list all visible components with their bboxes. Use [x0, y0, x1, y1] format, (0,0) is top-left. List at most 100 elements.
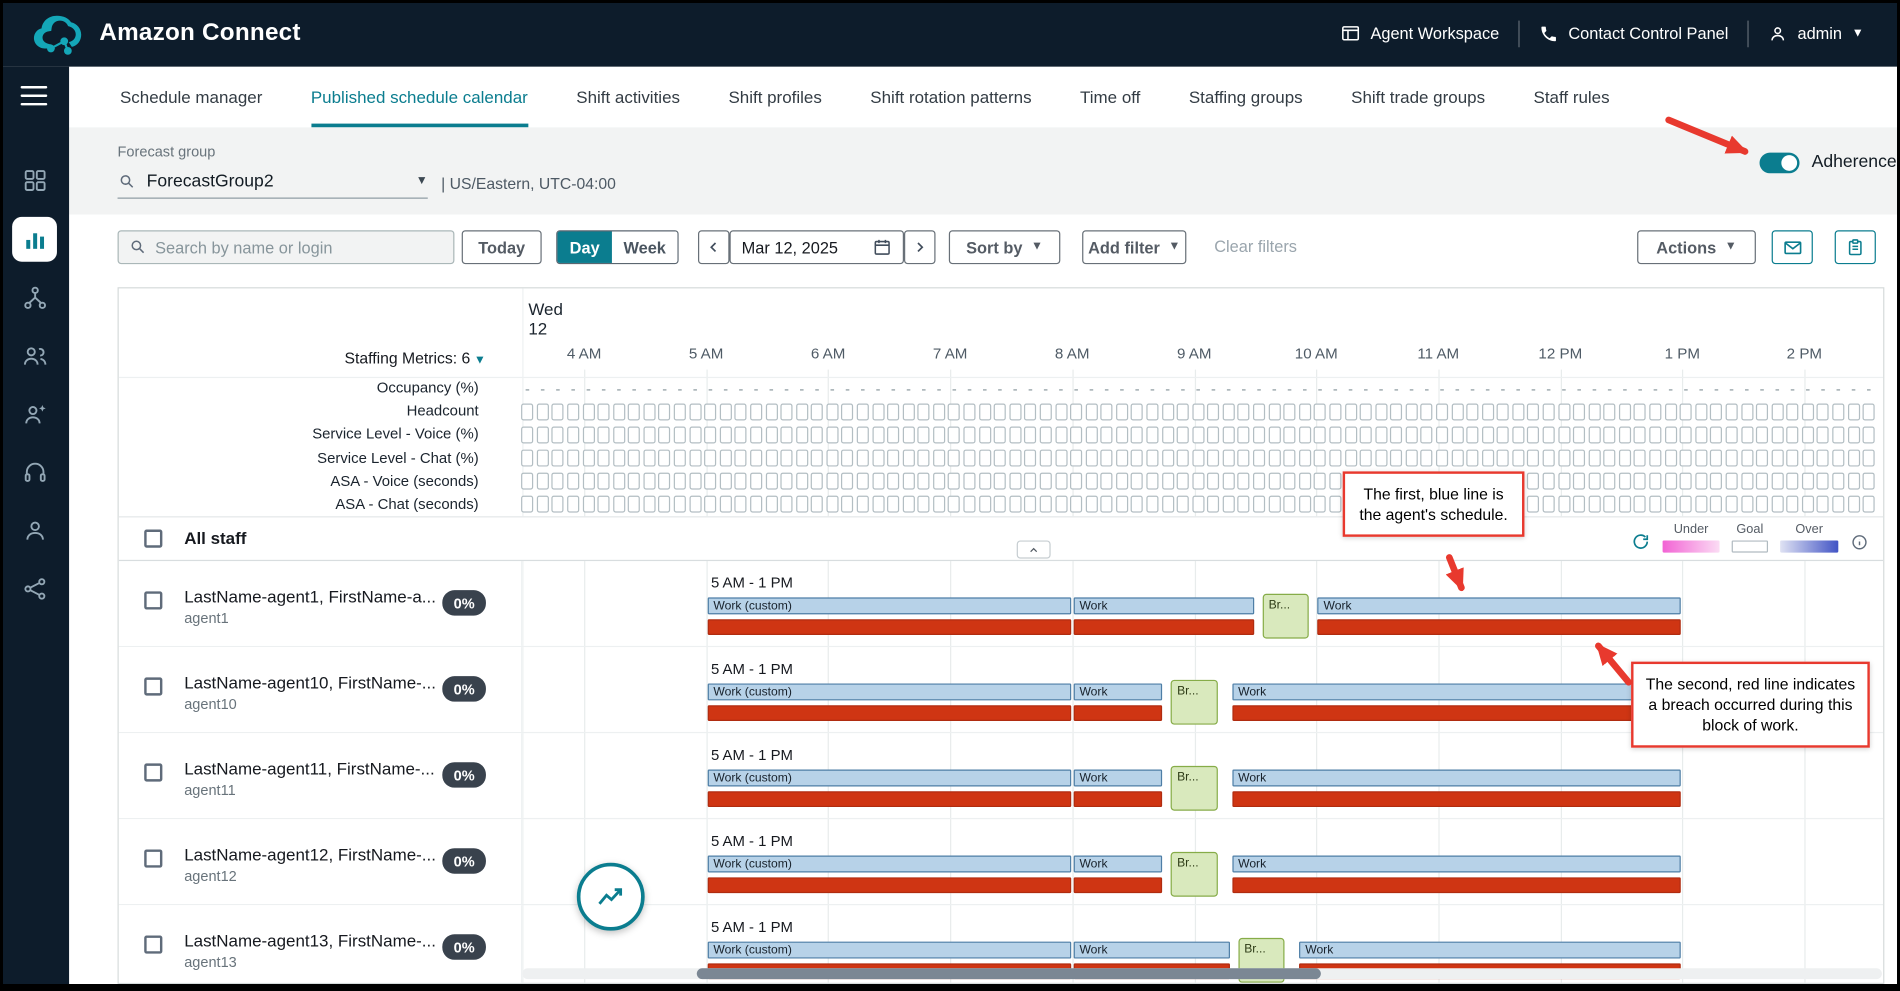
- metric-dash: -: [921, 381, 926, 396]
- schedule-work-bar[interactable]: Work: [1299, 942, 1681, 959]
- metric-input-box: [1573, 426, 1585, 443]
- today-button[interactable]: Today: [462, 230, 542, 264]
- metric-input-box: [659, 473, 671, 490]
- agent-info-cell: LastName-agent12, FirstName-...agent120%: [119, 819, 523, 904]
- tab-published-schedule-calendar[interactable]: Published schedule calendar: [311, 67, 528, 128]
- agent-checkbox[interactable]: [144, 763, 162, 781]
- sidebar-apps-grid-icon[interactable]: [12, 158, 57, 203]
- agent-workspace-link[interactable]: Agent Workspace: [1321, 23, 1519, 44]
- tab-staffing-groups[interactable]: Staffing groups: [1189, 67, 1303, 128]
- sidebar-customer-profiles-icon[interactable]: [12, 508, 57, 553]
- staffing-metrics-dropdown[interactable]: Staffing Metrics: 6▼: [119, 349, 486, 367]
- date-picker[interactable]: Mar 12, 2025: [730, 230, 904, 264]
- metrics-float-button[interactable]: [577, 863, 645, 931]
- messages-button[interactable]: [1772, 230, 1813, 264]
- tab-staff-rules[interactable]: Staff rules: [1534, 67, 1610, 128]
- copy-schedule-button[interactable]: [1835, 230, 1876, 264]
- add-filter-dropdown[interactable]: Add filter▼: [1082, 230, 1186, 264]
- sidebar-integrations-icon[interactable]: [12, 566, 57, 611]
- agent-checkbox[interactable]: [144, 591, 162, 609]
- agent-name: LastName-agent13, FirstName-...: [184, 931, 436, 950]
- schedule-work-bar[interactable]: Work: [1073, 683, 1162, 700]
- agent-checkbox[interactable]: [144, 849, 162, 867]
- sidebar-headset-icon[interactable]: [12, 450, 57, 495]
- metric-input-box: [1649, 403, 1661, 420]
- metric-cell: [1221, 403, 1236, 420]
- menu-icon[interactable]: [21, 86, 48, 105]
- break-block[interactable]: Br...: [1263, 594, 1309, 639]
- metric-input-box: [963, 426, 975, 443]
- next-day-button[interactable]: [904, 230, 936, 264]
- agent-search-input[interactable]: [118, 230, 455, 264]
- week-button[interactable]: Week: [612, 231, 677, 263]
- tab-schedule-manager[interactable]: Schedule manager: [120, 67, 262, 128]
- schedule-work-bar[interactable]: Work: [1073, 942, 1229, 959]
- all-staff-checkbox[interactable]: [144, 530, 162, 548]
- metric-input-box: [613, 426, 625, 443]
- metric-input-box: [1558, 426, 1570, 443]
- tab-shift-trade-groups[interactable]: Shift trade groups: [1351, 67, 1485, 128]
- info-icon[interactable]: [1850, 533, 1868, 551]
- schedule-work-bar[interactable]: Work: [1232, 769, 1681, 786]
- sidebar-flows-icon[interactable]: [12, 275, 57, 320]
- schedule-work-bar[interactable]: Work: [1073, 856, 1162, 873]
- schedule-work-bar[interactable]: Work: [1317, 597, 1681, 614]
- metric-input-box: [963, 403, 975, 420]
- schedule-work-bar[interactable]: Work: [1073, 597, 1254, 614]
- metric-input-box: [1665, 450, 1677, 467]
- metric-input-box: [1024, 450, 1036, 467]
- metric-cell: [825, 473, 840, 490]
- agent-checkbox[interactable]: [144, 677, 162, 695]
- collapse-metrics-button[interactable]: [1017, 540, 1051, 558]
- break-block[interactable]: Br...: [1171, 680, 1217, 725]
- break-block[interactable]: Br...: [1171, 766, 1217, 811]
- horizontal-scrollbar[interactable]: [522, 968, 1882, 979]
- refresh-icon[interactable]: [1631, 531, 1650, 550]
- schedule-work-bar[interactable]: Work (custom): [707, 683, 1071, 700]
- schedule-work-bar[interactable]: Work: [1232, 683, 1681, 700]
- metric-cell: [809, 426, 824, 443]
- metric-cell: [1815, 426, 1830, 443]
- contact-control-panel-link[interactable]: Contact Control Panel: [1520, 24, 1748, 43]
- metric-cell: [535, 450, 550, 467]
- break-block[interactable]: Br...: [1171, 852, 1217, 897]
- metric-input-box: [1329, 473, 1341, 490]
- agent-checkbox[interactable]: [144, 936, 162, 954]
- schedule-work-bar[interactable]: Work: [1232, 856, 1681, 873]
- clear-filters-link[interactable]: Clear filters: [1214, 230, 1297, 264]
- sidebar-agent-evaluation-icon[interactable]: [12, 391, 57, 436]
- forecast-group-select[interactable]: ForecastGroup2 ▼: [118, 165, 428, 199]
- metric-cell: -: [962, 381, 977, 396]
- metric-cell: [977, 473, 992, 490]
- metric-cell: [870, 450, 885, 467]
- tab-shift-profiles[interactable]: Shift profiles: [728, 67, 821, 128]
- previous-day-button[interactable]: [698, 230, 730, 264]
- metric-cell: [1236, 473, 1251, 490]
- hour-label: 10 AM: [1295, 345, 1338, 362]
- tab-shift-activities[interactable]: Shift activities: [576, 67, 680, 128]
- sidebar-users-icon[interactable]: [12, 333, 57, 378]
- chevron-up-icon: [1026, 543, 1041, 555]
- adherence-toggle[interactable]: [1760, 153, 1800, 174]
- schedule-work-bar[interactable]: Work (custom): [707, 856, 1071, 873]
- scrollbar-thumb[interactable]: [697, 968, 1321, 979]
- metric-cell: [764, 403, 779, 420]
- metric-cell: [794, 473, 809, 490]
- metric-cell: -: [581, 381, 596, 396]
- sidebar-analytics-icon[interactable]: [12, 217, 57, 262]
- actions-dropdown[interactable]: Actions▼: [1637, 230, 1756, 264]
- tab-time-off[interactable]: Time off: [1080, 67, 1140, 128]
- metric-cell: [1541, 496, 1556, 513]
- schedule-work-bar[interactable]: Work (custom): [707, 942, 1071, 959]
- tab-shift-rotation-patterns[interactable]: Shift rotation patterns: [870, 67, 1031, 128]
- metric-cell: -: [1511, 381, 1526, 396]
- metric-cell: [1206, 403, 1221, 420]
- user-menu[interactable]: admin ▼: [1749, 24, 1883, 43]
- schedule-work-bar[interactable]: Work (custom): [707, 597, 1071, 614]
- schedule-work-bar[interactable]: Work (custom): [707, 769, 1071, 786]
- metric-cell: [1831, 496, 1846, 513]
- schedule-work-bar[interactable]: Work: [1073, 769, 1162, 786]
- day-button[interactable]: Day: [557, 231, 612, 263]
- adherence-breach-bar: [707, 791, 1071, 807]
- sort-by-dropdown[interactable]: Sort by▼: [949, 230, 1060, 264]
